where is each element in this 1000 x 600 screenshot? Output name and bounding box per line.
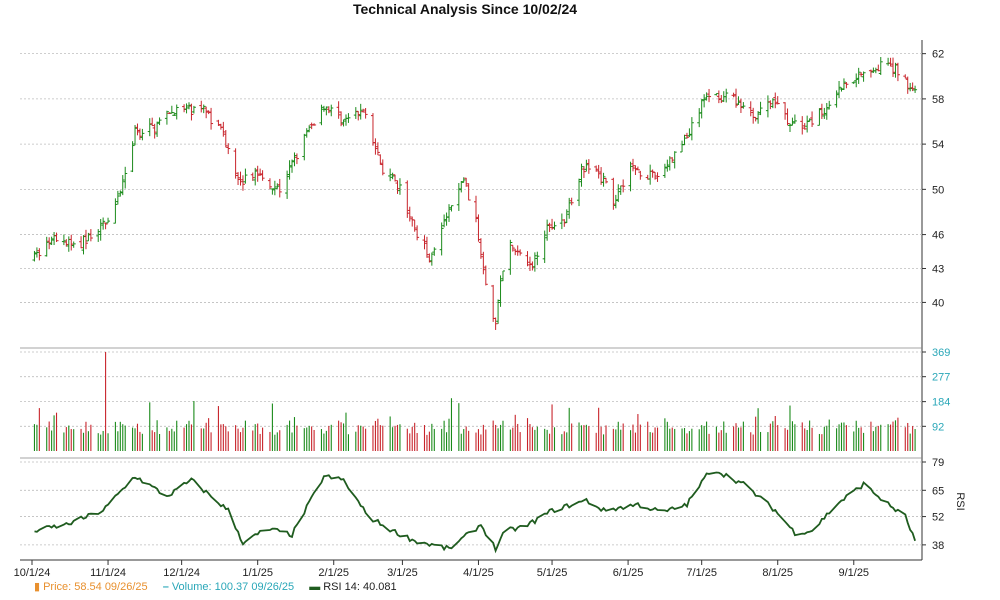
- x-tick-label: 6/1/25: [613, 567, 644, 579]
- volume-tick-label: 369: [932, 347, 950, 359]
- volume-legend-icon: –: [162, 581, 169, 593]
- x-tick-label: 4/1/25: [463, 567, 494, 579]
- x-tick-label: 12/1/24: [163, 567, 200, 579]
- legend-rsi-text: RSI 14: 40.081: [323, 581, 397, 593]
- legend-volume-text: Volume: 100.37 09/26/25: [171, 581, 295, 593]
- rsi-tick-label: 65: [932, 485, 944, 497]
- volume-tick-label: 92: [932, 421, 944, 433]
- x-tick-label: 5/1/25: [537, 567, 568, 579]
- rsi-axis-label: RSI: [954, 492, 966, 510]
- x-tick-label: 3/1/25: [387, 567, 418, 579]
- rsi-tick-label: 38: [932, 540, 944, 552]
- rsi-line: [34, 471, 916, 554]
- price-tick-label: 50: [932, 184, 944, 196]
- x-tick-label: 2/1/25: [318, 567, 349, 579]
- price-tick-label: 62: [932, 49, 944, 61]
- price-legend-icon: ▮: [34, 581, 41, 593]
- chart-title: Technical Analysis Since 10/02/24: [352, 1, 578, 17]
- price-tick-label: 40: [932, 297, 944, 309]
- price-tick-label: 46: [932, 230, 944, 242]
- x-tick-label: 11/1/24: [90, 567, 126, 579]
- x-tick-label: 9/1/25: [838, 567, 869, 579]
- price-tick-label: 43: [932, 264, 944, 276]
- rsi-tick-label: 52: [932, 512, 944, 524]
- legend-price: ▮ Price: 58.54 09/26/25: [34, 581, 148, 593]
- legend-price-text: Price: 58.54 09/26/25: [43, 581, 148, 593]
- volume-tick-label: 277: [932, 372, 950, 384]
- chart-legend: ▮ Price: 58.54 09/26/25 – Volume: 100.37 0…: [34, 580, 409, 593]
- rsi-tick-label: 79: [932, 457, 944, 469]
- x-tick-label: 7/1/25: [686, 567, 717, 579]
- rsi-legend-icon: ▬: [309, 581, 321, 593]
- volume-tick-label: 184: [932, 397, 950, 409]
- price-tick-label: 54: [932, 139, 944, 151]
- x-tick-label: 1/1/25: [242, 567, 273, 579]
- legend-rsi: ▬ RSI 14: 40.081: [309, 581, 396, 593]
- x-tick-label: 10/1/24: [14, 567, 51, 579]
- price-tick-label: 58: [932, 94, 944, 106]
- legend-volume: – Volume: 100.37 09/26/25: [163, 581, 294, 593]
- x-tick-label: 8/1/25: [762, 567, 793, 579]
